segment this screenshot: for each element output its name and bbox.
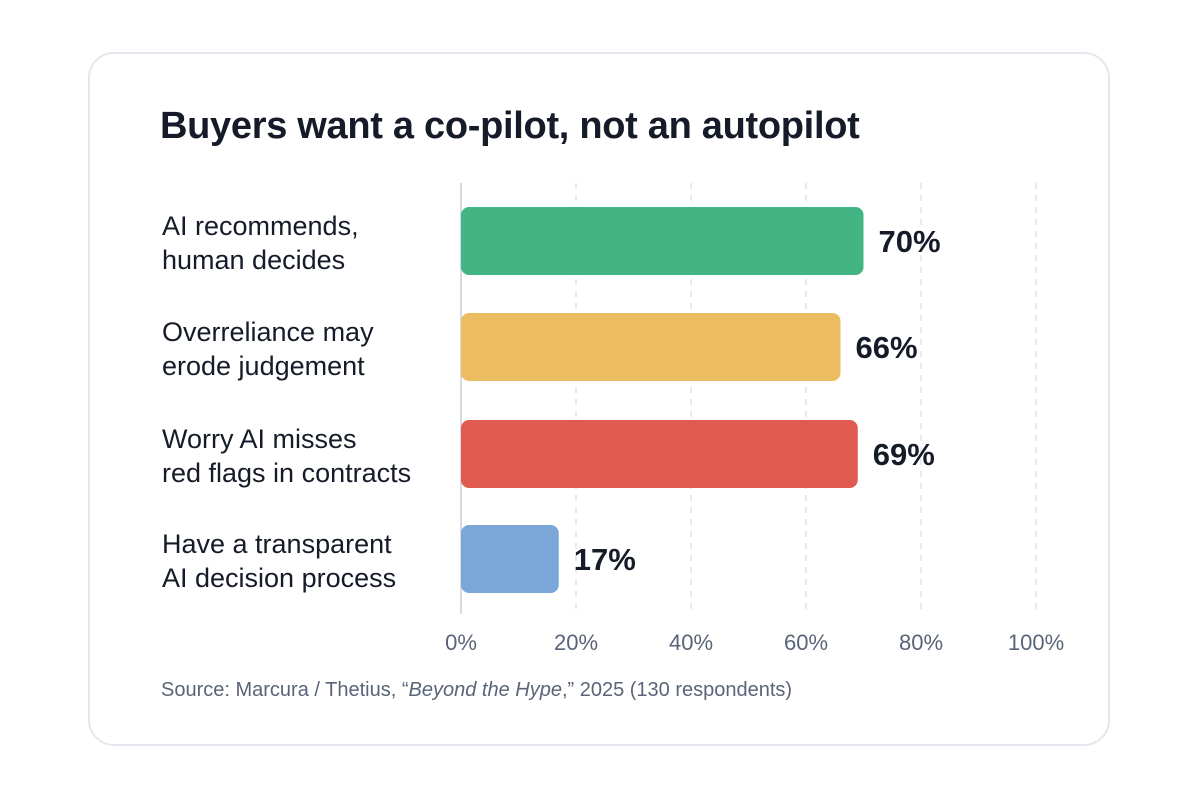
category-label: Worry AI misses [162, 424, 357, 454]
source-note: Source: Marcura / Thetius, “Beyond the H… [161, 679, 792, 702]
bar [461, 313, 841, 381]
bar [461, 525, 559, 593]
x-tick-label: 40% [669, 630, 713, 655]
chart-title: Buyers want a co-pilot, not an autopilot [160, 105, 860, 147]
labels: 0% 20% 40% 60% 80% 100% 70% AI recommends, human… [162, 211, 1064, 655]
bar [461, 420, 858, 488]
x-tick-label: 100% [1008, 630, 1064, 655]
value-label: 70% [879, 224, 941, 259]
x-tick-label: 80% [899, 630, 943, 655]
source-title: Beyond the Hype [408, 679, 562, 701]
value-label: 69% [873, 437, 935, 472]
x-tick-label: 20% [554, 630, 598, 655]
x-tick-label: 60% [784, 630, 828, 655]
bar [461, 207, 864, 275]
bars [461, 207, 864, 593]
category-label: Have a transparent [162, 529, 392, 559]
source-prefix: Source: Marcura / Thetius, “ [161, 679, 409, 701]
category-label: Overreliance may [162, 317, 374, 347]
category-label: AI recommends, [162, 211, 359, 241]
x-tick-label: 0% [445, 630, 477, 655]
value-label: 17% [574, 542, 636, 577]
category-label: human decides [162, 245, 345, 275]
chart-card [88, 52, 1110, 746]
category-label: erode judgement [162, 351, 365, 381]
source-suffix: ,” 2025 (130 respondents) [561, 679, 793, 701]
category-label: red flags in contracts [162, 458, 411, 488]
value-label: 66% [856, 330, 918, 365]
category-label: AI decision process [162, 563, 396, 593]
